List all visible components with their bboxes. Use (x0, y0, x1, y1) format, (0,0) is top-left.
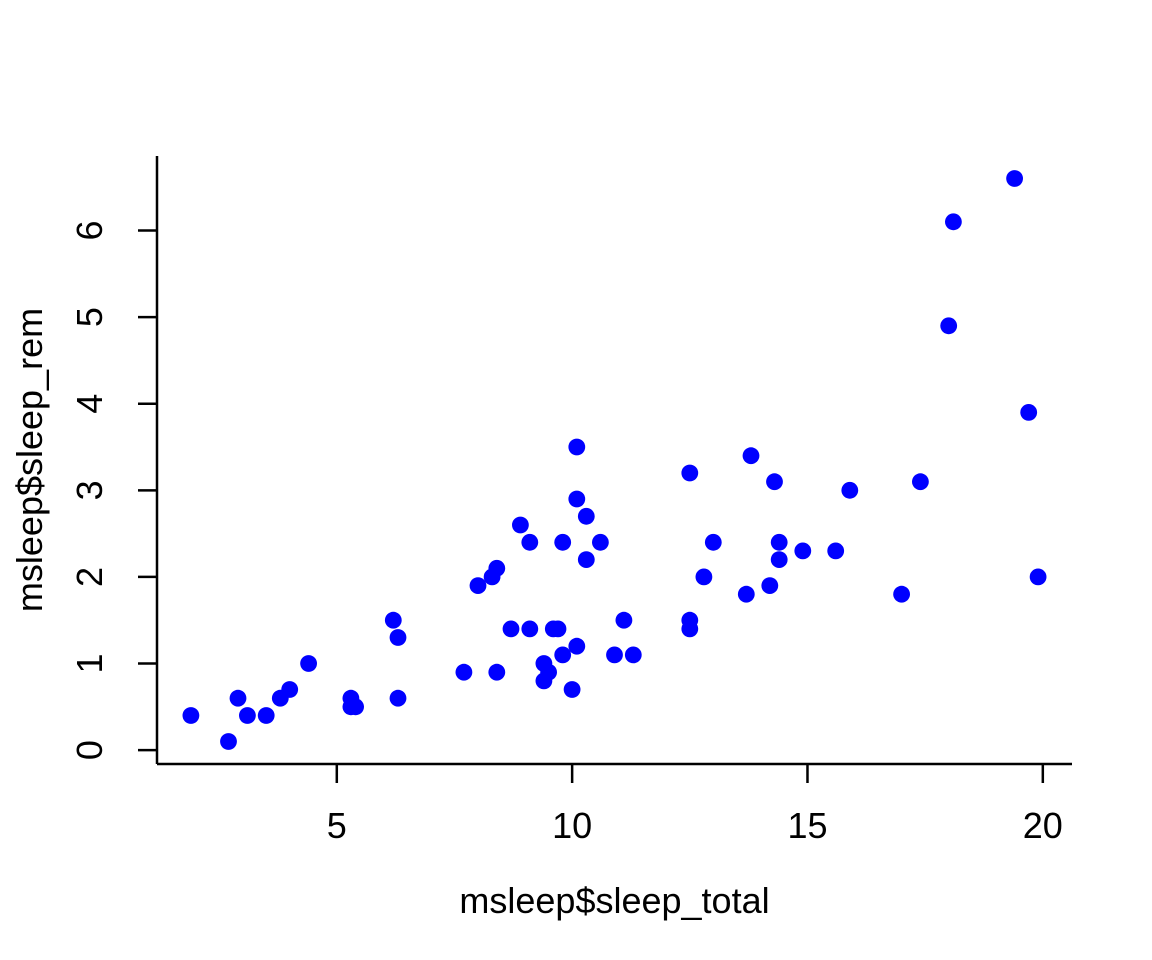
data-point (912, 473, 929, 491)
data-point (544, 620, 562, 638)
data-point (554, 646, 572, 664)
data-point (606, 646, 623, 664)
x-tick-label: 15 (787, 805, 827, 846)
data-point (577, 507, 595, 525)
data-point (742, 447, 760, 465)
data-point (1020, 404, 1038, 421)
data-point (257, 707, 275, 724)
data-point (488, 559, 506, 577)
data-point (1006, 170, 1023, 187)
data-point (455, 663, 473, 681)
data-point (239, 707, 256, 724)
data-point (488, 663, 506, 681)
data-point (271, 689, 289, 707)
y-tick-label: 5 (69, 307, 110, 327)
data-point (770, 551, 788, 568)
data-point (563, 681, 581, 698)
data-point (681, 464, 699, 482)
data-point (554, 533, 572, 551)
data-point (300, 655, 317, 672)
data-point (389, 629, 407, 646)
data-point (761, 577, 779, 594)
data-points (182, 170, 1047, 750)
data-point (568, 490, 586, 508)
data-point (695, 568, 713, 586)
data-point (737, 585, 755, 603)
data-point (945, 213, 962, 231)
data-point (521, 620, 539, 638)
y-tick-label: 1 (69, 654, 110, 674)
x-tick-label: 5 (327, 805, 347, 846)
data-point (794, 542, 812, 560)
data-point (521, 533, 539, 551)
y-tick-label: 4 (69, 394, 110, 414)
data-point (615, 611, 633, 629)
data-point (347, 698, 364, 716)
data-point (770, 533, 788, 551)
data-point (469, 577, 487, 594)
data-point (841, 481, 859, 499)
data-point (512, 516, 529, 534)
data-point (827, 542, 845, 560)
x-tick-label: 10 (552, 805, 592, 846)
axes: 5 10 15 20 0 1 2 3 4 5 6 (69, 156, 1072, 846)
data-point (577, 551, 595, 568)
y-tick-label: 0 (69, 740, 110, 760)
data-point (535, 655, 553, 672)
data-point (229, 689, 247, 707)
data-point (766, 473, 783, 491)
data-point (1029, 568, 1047, 586)
data-point (681, 620, 699, 638)
y-tick-label: 6 (69, 220, 110, 240)
data-point (220, 733, 237, 750)
data-point (568, 438, 586, 456)
data-point (384, 611, 402, 629)
data-point (568, 637, 586, 655)
data-point (940, 317, 958, 335)
data-point (389, 689, 407, 707)
data-point (704, 533, 722, 551)
x-axis-title: msleep$sleep_total (459, 880, 769, 921)
data-point (182, 707, 200, 724)
data-point (502, 620, 520, 638)
y-tick-label: 3 (69, 480, 110, 500)
data-point (592, 533, 609, 551)
data-point (624, 646, 642, 664)
y-axis-title: msleep$sleep_rem (9, 308, 50, 612)
data-point (893, 585, 910, 603)
x-tick-label: 20 (1023, 805, 1063, 846)
y-tick-label: 2 (69, 567, 110, 587)
